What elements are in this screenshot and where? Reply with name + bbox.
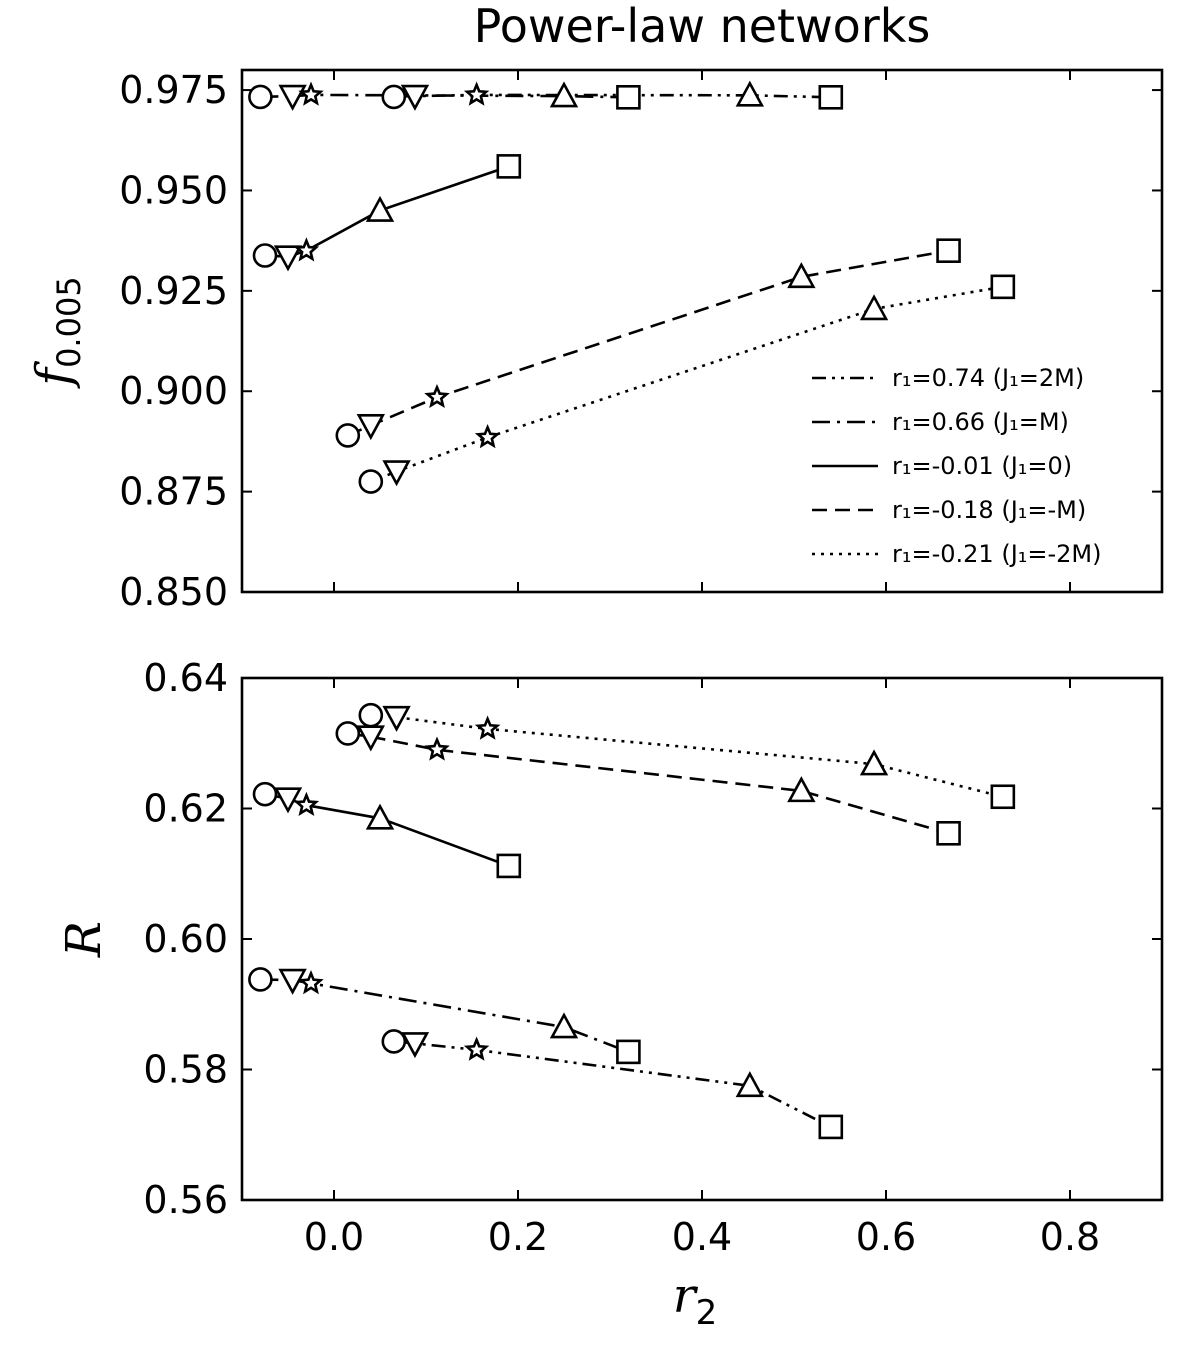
top-point-star [293,237,320,262]
legend: r₁=0.74 (J₁=2M) r₁=0.66 (J₁=M) r₁=-0.01 (J… [812,364,1102,568]
bottom-point-star [463,1036,490,1061]
top-point-triangle-down [356,414,385,441]
x-tick-label: 0.4 [672,1215,732,1259]
x-tick-label: 0.8 [1040,1215,1100,1259]
bottom-y-tick-label: 0.60 [143,917,228,961]
bottom-y-tick-label: 0.56 [143,1178,228,1222]
bottom-point-square [496,853,522,879]
top-point-star [474,424,501,449]
top-point-square [496,154,522,179]
legend-label-4: r₁=-0.18 (J₁=-M) [892,496,1086,524]
top-point-triangle-up [859,294,889,321]
bottom-point-circle [248,967,273,992]
bottom-series-line-5 [370,713,1004,799]
top-point-triangle-up [787,262,816,289]
top-point-circle [381,84,407,110]
legend-label-1: r₁=0.74 (J₁=2M) [892,364,1084,392]
legend-label-3: r₁=-0.01 (J₁=0) [892,452,1072,480]
bottom-point-circle [358,702,384,728]
bottom-point-triangle-up [787,776,816,803]
bottom-point-square [818,1114,844,1140]
top-point-triangle-down [382,460,411,487]
bottom-point-triangle-up [859,749,889,776]
bottom-point-triangle-down [400,1032,430,1059]
top-y-axis-label: f0.005 [26,276,88,388]
bottom-y-axis-label: R [56,921,112,958]
bottom-point-square [616,1039,641,1065]
bottom-panel: 0.56 0.58 0.60 0.62 0.64 0.0 0.2 0.4 0.6 0.8 R r2 [56,656,1164,1333]
top-y-tick-label: 0.975 [119,68,228,112]
top-point-triangle-up [735,80,765,107]
x-tick-label: 0.6 [856,1215,916,1259]
top-point-square [990,274,1016,300]
bottom-y-tick-label: 0.58 [143,1048,228,1092]
top-point-circle [358,469,384,494]
top-y-tick-label: 0.925 [119,269,228,313]
bottom-series-line-4 [347,732,949,835]
bottom-series-line-1 [393,1040,832,1129]
legend-label-5: r₁=-0.21 (J₁=-2M) [892,540,1102,568]
bottom-series-markers [248,702,1016,1140]
x-axis-label: r2 [673,1268,718,1333]
bottom-point-star [298,969,324,995]
bottom-point-triangle-up [549,1012,579,1039]
bottom-point-star [424,736,450,761]
bottom-point-triangle-up [365,803,395,830]
bottom-point-triangle-down [273,787,303,814]
bottom-point-star [474,715,501,740]
top-axis-ticks: 0.850 0.875 0.900 0.925 0.950 0.975 [119,68,1162,614]
bottom-point-circle [381,1029,407,1054]
legend-label-2: r₁=0.66 (J₁=M) [892,408,1069,436]
bottom-axis-ticks: 0.56 0.58 0.60 0.62 0.64 0.0 0.2 0.4 0.6 0.8 [143,656,1162,1259]
chart-title: Power-law networks [474,0,931,53]
top-series-line-4 [347,249,949,437]
bottom-point-square [936,820,961,846]
top-point-triangle-down [400,84,430,111]
top-y-tick-label: 0.875 [119,470,228,514]
x-axis-label-sub: 2 [696,1293,718,1333]
bottom-point-square [990,784,1016,810]
top-series-line-5 [370,285,1004,483]
top-panel: 0.850 0.875 0.900 0.925 0.950 0.975 f0.005 r₁… [26,68,1164,614]
top-point-star [463,81,490,106]
top-point-triangle-up [549,81,579,108]
bottom-point-triangle-down [278,968,307,995]
top-series-markers [248,80,1016,494]
top-point-star [298,81,324,106]
top-point-circle [335,423,361,448]
top-y-axis-label-sub: 0.005 [50,276,88,368]
bottom-point-triangle-down [382,705,411,732]
top-y-tick-label: 0.950 [119,168,228,212]
top-y-tick-label: 0.900 [119,369,228,413]
top-point-circle [252,243,278,268]
bottom-point-triangle-up [735,1071,765,1098]
top-point-triangle-up [365,195,395,222]
top-point-circle [248,84,273,110]
top-point-triangle-down [278,84,307,111]
x-axis-label-main: r [673,1268,699,1324]
top-y-tick-label: 0.850 [119,570,228,614]
bottom-y-tick-label: 0.64 [143,656,228,700]
x-tick-label: 0.2 [488,1215,548,1259]
bottom-point-star [293,791,320,817]
top-point-square [818,85,844,110]
bottom-y-tick-label: 0.62 [143,787,228,831]
top-point-square [936,238,961,263]
top-point-triangle-down [273,245,303,272]
bottom-point-circle [252,781,278,807]
bottom-series-lines [260,713,1004,1129]
x-tick-label: 0.0 [304,1215,364,1259]
bottom-plot-frame [240,676,1164,1202]
bottom-point-circle [335,721,361,746]
top-point-star [424,383,450,409]
top-point-square [616,85,641,110]
